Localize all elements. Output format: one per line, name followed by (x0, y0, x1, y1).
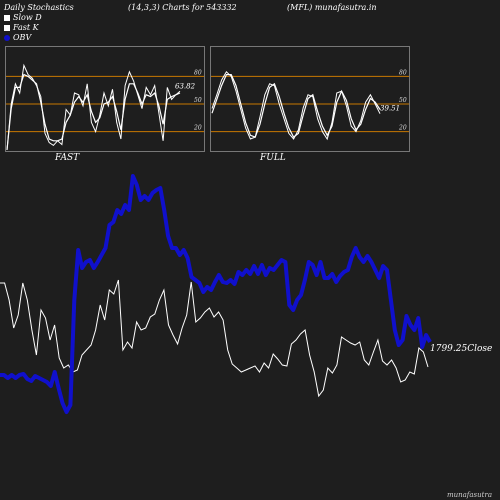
full-panel-label: FULL (260, 153, 286, 163)
close-price-line (0, 279, 429, 398)
level-label-50: 50 (194, 97, 202, 104)
full-d-line (211, 73, 381, 139)
legend-item-obv: OBV (4, 33, 42, 43)
fast-panel-label: FAST (55, 153, 80, 163)
fast-k-line (6, 63, 181, 151)
chart-params: (14,3,3) Charts for 543332 (128, 3, 237, 12)
level-label-20: 20 (398, 125, 407, 132)
legend-swatch-fast-k (4, 25, 10, 31)
level-label-20: 20 (193, 125, 202, 132)
legend: Slow D Fast K OBV (4, 13, 42, 43)
footer-watermark: munafasutra (446, 491, 492, 499)
chart-title: Daily Stochastics (4, 3, 74, 12)
full-value-label: 39.51 (380, 105, 400, 113)
fast-d-line (6, 73, 181, 151)
legend-item-slow-d: Slow D (4, 13, 42, 23)
full-k-line (211, 70, 381, 141)
level-label-80: 80 (399, 69, 407, 76)
level-label-50: 50 (399, 97, 407, 104)
obv-line (0, 174, 432, 414)
legend-label-obv: OBV (13, 33, 32, 42)
site-name: (MFL) munafasutra.in (287, 3, 377, 12)
legend-item-fast-k: Fast K (4, 23, 42, 33)
full-panel (210, 46, 410, 152)
level-label-80: 80 (194, 69, 202, 76)
legend-swatch-obv (4, 35, 10, 41)
fast-value-label: 63.82 (175, 82, 196, 90)
legend-label-fast-k: Fast K (13, 23, 39, 32)
close-label: 1799.25Close (430, 344, 492, 354)
legend-swatch-slow-d (4, 15, 10, 21)
legend-label-slow-d: Slow D (13, 13, 42, 22)
fast-panel (5, 46, 205, 152)
